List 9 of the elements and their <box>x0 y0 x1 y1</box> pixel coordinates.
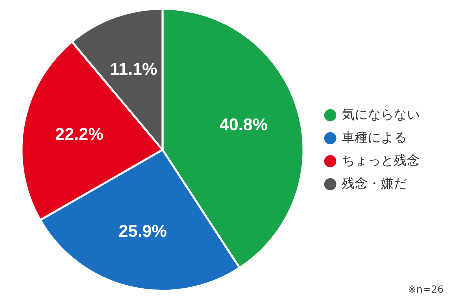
legend-label: 車種による <box>342 130 407 146</box>
legend-label: 気にならない <box>342 108 420 123</box>
legend-label: 残念・嫌だ <box>342 176 407 192</box>
data-label: 40.8% <box>220 116 268 135</box>
data-label: 22.2% <box>55 124 104 144</box>
legend-label: ちょっと残念 <box>342 154 420 169</box>
text: ※n=26 <box>408 285 444 296</box>
data-label: 11.1% <box>110 60 158 80</box>
data-label: 25.9% <box>118 222 168 241</box>
